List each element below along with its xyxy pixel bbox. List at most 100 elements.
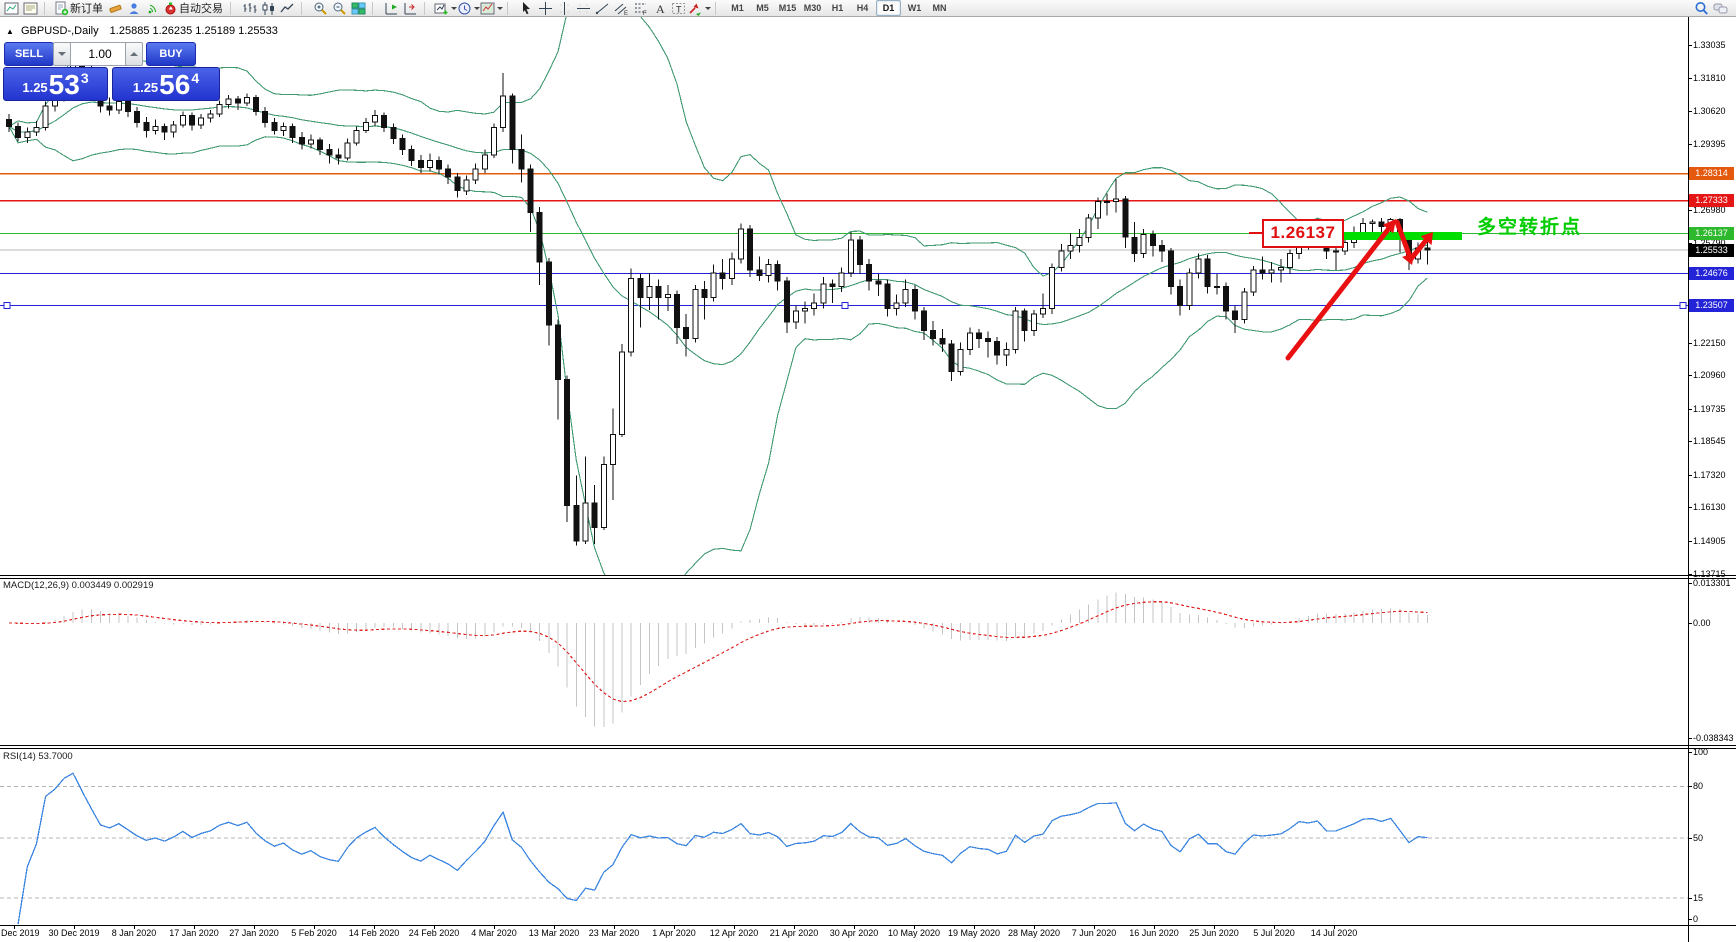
rsi-pane-divider[interactable] <box>0 745 1736 749</box>
timeframe-mn[interactable]: MN <box>932 3 947 13</box>
experts-button[interactable] <box>125 1 144 16</box>
svg-text:E: E <box>624 11 628 16</box>
date-label: 30 Apr 2020 <box>829 928 879 938</box>
candle-body <box>674 294 680 329</box>
timeframe-m1[interactable]: M1 <box>731 3 744 13</box>
horizontal-line-button[interactable] <box>574 1 593 16</box>
mql5-button[interactable] <box>106 1 125 16</box>
price-tick <box>1688 507 1692 508</box>
candle-body <box>243 97 250 104</box>
timeframe-d1[interactable]: D1 <box>876 0 901 16</box>
buy-price-small: 1.25 <box>132 80 159 95</box>
equidistant-channel-button[interactable]: E <box>612 1 631 16</box>
candle-body <box>1332 250 1339 253</box>
price-level-box[interactable]: 1.26137 <box>1262 219 1344 248</box>
trendline-button[interactable] <box>593 1 612 16</box>
svg-text:T: T <box>676 4 682 14</box>
text-button[interactable]: A <box>650 1 669 16</box>
zoom-out-button[interactable] <box>330 1 349 16</box>
candle-body <box>42 105 49 129</box>
cursor-button[interactable] <box>517 1 536 16</box>
price-line-badge: 1.23507 <box>1689 299 1734 312</box>
timeframe-m15[interactable]: M15 <box>778 3 797 13</box>
timeframe-h1[interactable]: H1 <box>831 3 844 13</box>
candle-body <box>637 277 644 298</box>
zigzag-arrows[interactable] <box>1270 195 1450 375</box>
zoom-in-icon <box>314 2 327 15</box>
fibonacci-button[interactable]: F <box>631 1 650 16</box>
price-tick-label: 1.17320 <box>1693 470 1726 480</box>
volume-input[interactable] <box>70 42 130 66</box>
sell-price-panel[interactable]: 1.25 53 3 <box>3 67 108 101</box>
bar-chart-button[interactable] <box>240 1 259 16</box>
price-tick-label: 1.13715 <box>1693 569 1726 579</box>
zoom-in-button[interactable] <box>311 1 330 16</box>
text-label-button[interactable]: T <box>669 1 688 16</box>
bounce-line[interactable] <box>1408 236 1430 262</box>
sell-button[interactable]: SELL <box>4 42 54 66</box>
timeframe-m5[interactable]: M5 <box>756 3 769 13</box>
chat-button[interactable] <box>1711 1 1730 16</box>
down-leg-line[interactable] <box>1394 219 1413 260</box>
search-button[interactable] <box>1692 1 1711 16</box>
macd-pane-divider[interactable] <box>0 575 1736 579</box>
buy-price-panel[interactable]: 1.25 56 4 <box>112 67 220 101</box>
price-axis-line <box>1688 17 1689 942</box>
tile-windows-button[interactable] <box>349 1 368 16</box>
candle-body <box>262 110 269 123</box>
date-label: 13 Mar 2020 <box>528 928 580 938</box>
timeframe-w1[interactable]: W1 <box>907 3 922 13</box>
new-order-button[interactable]: 新订单 <box>54 1 106 16</box>
line-selection-handle[interactable] <box>3 302 11 309</box>
price-tick <box>1688 441 1692 442</box>
volume-decrease-button[interactable] <box>53 42 71 66</box>
candle-body <box>390 127 397 140</box>
new-chart-button[interactable] <box>2 1 21 16</box>
line-selection-handle[interactable] <box>841 302 849 309</box>
candle-body <box>125 101 131 112</box>
macd-pane <box>8 592 1428 727</box>
candlestick-chart-button[interactable] <box>259 1 278 16</box>
signals-button[interactable] <box>144 1 163 16</box>
candle-body <box>1177 286 1184 307</box>
indicators-button[interactable] <box>434 1 457 16</box>
chevron-up-icon <box>130 52 138 56</box>
auto-scroll-button[interactable] <box>382 1 401 16</box>
crosshair-button[interactable] <box>536 1 555 16</box>
candle-body <box>1003 349 1010 356</box>
candle-body <box>1076 236 1083 247</box>
periods-button[interactable] <box>457 1 480 16</box>
price-tick-label: 1.20960 <box>1693 370 1726 380</box>
candle-body <box>948 343 955 372</box>
volume-increase-button[interactable] <box>125 42 143 66</box>
toolbar-separator <box>424 1 431 15</box>
arrows-button[interactable] <box>688 1 711 16</box>
line-selection-handle[interactable] <box>1679 302 1687 309</box>
vertical-line-button[interactable] <box>555 1 574 16</box>
chevron-down-icon <box>58 52 66 56</box>
price-line-badge: 1.26137 <box>1689 227 1734 240</box>
rsi-tick <box>1688 786 1692 787</box>
candle-body <box>966 332 973 351</box>
date-tick <box>554 925 555 929</box>
up-arrow-line[interactable] <box>1285 224 1393 361</box>
templates-button[interactable] <box>480 1 503 16</box>
timeframe-m30[interactable]: M30 <box>803 3 822 13</box>
chart-shift-button[interactable] <box>401 1 420 16</box>
profiles-button[interactable] <box>21 1 40 16</box>
price-tick-label: 1.26980 <box>1693 205 1726 215</box>
auto-trading-button[interactable]: 自动交易 <box>163 1 226 16</box>
timeframe-h4[interactable]: H4 <box>856 3 869 13</box>
candle-body <box>747 228 754 271</box>
line-chart-button[interactable] <box>278 1 297 16</box>
toolbar-separator <box>44 1 51 15</box>
candle-body <box>692 288 699 340</box>
buy-button[interactable]: BUY <box>146 42 196 66</box>
signals-icon <box>148 4 156 13</box>
candle-body <box>939 338 946 345</box>
date-label: 21 Apr 2020 <box>769 928 819 938</box>
date-tick <box>314 925 315 929</box>
chart-header: ▲ GBPUSD-,Daily 1.25885 1.26235 1.25189 … <box>6 25 278 37</box>
price-tick-label: 1.25790 <box>1693 238 1726 248</box>
turning-point-text[interactable]: 多空转折点 <box>1477 217 1583 238</box>
